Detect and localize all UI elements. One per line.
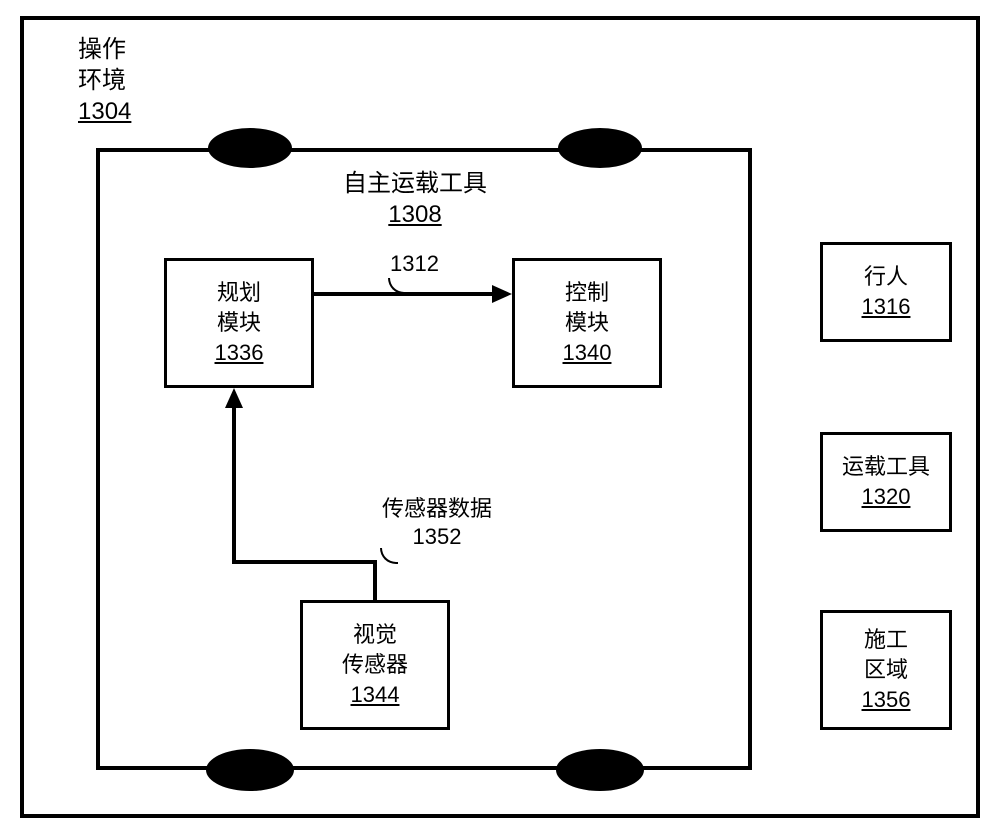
pedestrian-line1: 行人 xyxy=(864,262,908,292)
wheel-front-left xyxy=(208,128,292,168)
planning-line2: 模块 xyxy=(217,308,261,338)
env-label-ref: 1304 xyxy=(78,96,131,127)
edge-sensor-label: 传感器数据 1352 xyxy=(382,495,492,550)
edge-trajectory-text: 1312 xyxy=(390,251,439,276)
vehicle-title-label: 自主运载工具 xyxy=(330,168,500,199)
control-ref: 1340 xyxy=(563,338,612,368)
edge-sensor-arrowhead xyxy=(225,388,243,408)
vehicle-ext-box: 运载工具 1320 xyxy=(820,432,952,532)
planning-ref: 1336 xyxy=(215,338,264,368)
planning-module: 规划 模块 1336 xyxy=(164,258,314,388)
edge-sensor-hline xyxy=(232,560,377,564)
wheel-rear-right xyxy=(556,749,644,791)
wheel-rear-left xyxy=(206,749,294,791)
pedestrian-ref: 1316 xyxy=(862,292,911,322)
construction-ref: 1356 xyxy=(862,685,911,715)
edge-sensor-text1: 传感器数据 xyxy=(382,495,492,523)
vehicle-title: 自主运载工具 1308 xyxy=(330,168,500,230)
edge-sensor-vline2 xyxy=(232,408,236,564)
vehicle-ext-line1: 运载工具 xyxy=(842,452,930,482)
construction-line1: 施工 xyxy=(864,625,908,655)
vehicle-ext-ref: 1320 xyxy=(862,482,911,512)
sensor-line1: 视觉 xyxy=(353,620,397,650)
edge-trajectory-label: 1312 xyxy=(390,250,439,278)
env-label-line2: 环境 xyxy=(78,65,131,96)
control-line1: 控制 xyxy=(565,278,609,308)
environment-label: 操作 环境 1304 xyxy=(78,34,131,128)
edge-trajectory-arrowhead xyxy=(492,285,512,303)
control-module: 控制 模块 1340 xyxy=(512,258,662,388)
pedestrian-box: 行人 1316 xyxy=(820,242,952,342)
control-line2: 模块 xyxy=(565,308,609,338)
construction-line2: 区域 xyxy=(864,655,908,685)
edge-sensor-vline xyxy=(373,560,377,600)
wheel-front-right xyxy=(558,128,642,168)
diagram-canvas: 操作 环境 1304 自主运载工具 1308 规划 模块 1336 控制 模块 … xyxy=(0,0,1000,834)
construction-box: 施工 区域 1356 xyxy=(820,610,952,730)
sensor-line2: 传感器 xyxy=(342,650,408,680)
sensor-ref: 1344 xyxy=(351,680,400,710)
sensor-module: 视觉 传感器 1344 xyxy=(300,600,450,730)
edge-sensor-text2: 1352 xyxy=(382,523,492,551)
vehicle-title-ref: 1308 xyxy=(388,199,441,230)
planning-line1: 规划 xyxy=(217,278,261,308)
env-label-line1: 操作 xyxy=(78,34,131,65)
